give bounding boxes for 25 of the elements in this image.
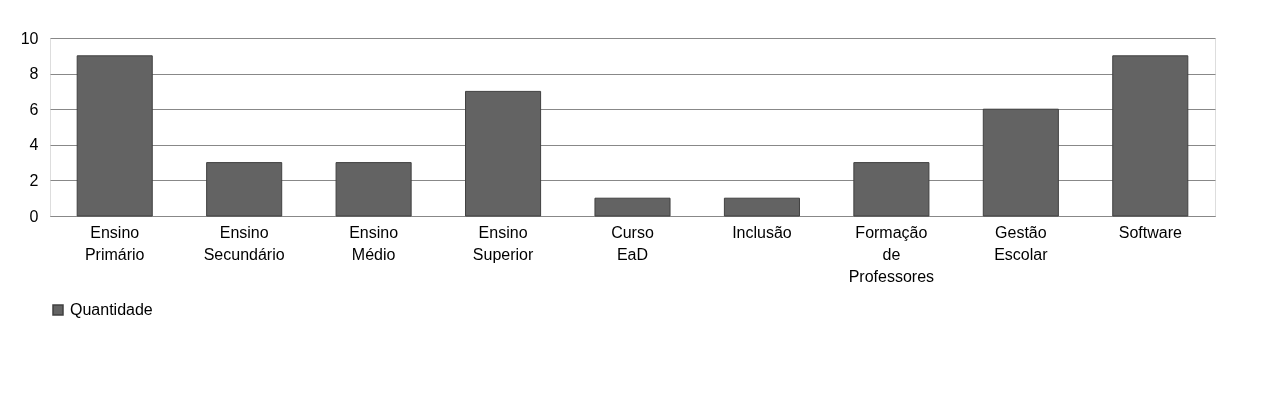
y-tick-label: 2 <box>29 171 39 189</box>
bar <box>335 162 412 217</box>
x-tick-label: Ensino Superior <box>472 223 534 263</box>
bar <box>206 162 283 217</box>
bar <box>853 162 930 217</box>
y-tick-label: 4 <box>29 136 39 154</box>
y-tick-label: 0 <box>29 207 39 225</box>
x-tick-label: Ensino Médio <box>349 223 399 263</box>
bar <box>1112 55 1189 217</box>
x-tick-label: Curso EaD <box>611 223 654 263</box>
x-tick-label: Ensino Secundário <box>203 223 285 263</box>
bar <box>76 55 153 217</box>
x-tick-label: Formação de Professores <box>848 223 935 285</box>
x-tick-label: Ensino Primário <box>84 223 145 263</box>
x-tick-label: Software <box>1118 223 1182 241</box>
bar <box>723 197 800 217</box>
x-tick-label: Inclusão <box>732 223 792 241</box>
bar <box>465 90 542 217</box>
x-tick-label: Gestão Escolar <box>994 223 1049 263</box>
bar <box>982 108 1059 217</box>
legend-label: Quantidade <box>70 301 153 318</box>
y-tick-label: 8 <box>29 65 39 83</box>
y-tick-label: 6 <box>29 100 39 118</box>
bar <box>594 197 671 217</box>
y-tick-label: 10 <box>20 29 39 47</box>
